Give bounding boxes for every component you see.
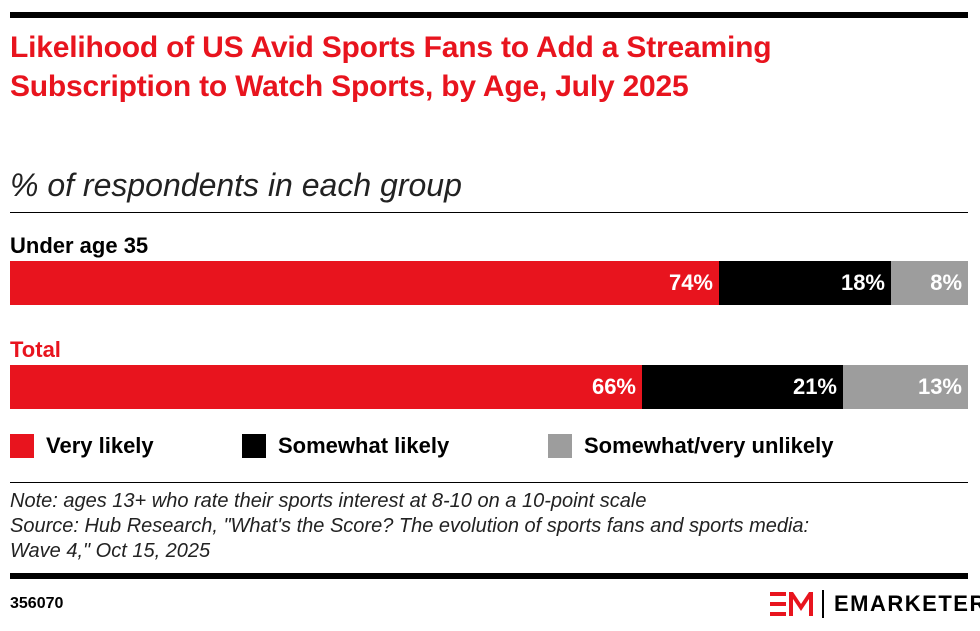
source-text-line2: Wave 4," Oct 15, 2025 (10, 540, 211, 562)
source-text-line1: Source: Hub Research, "What's the Score?… (10, 515, 810, 537)
data-label: 13% (917, 374, 962, 399)
chart-subtitle: % of respondents in each group (10, 167, 462, 203)
bar-segment: 21% (642, 365, 843, 409)
category-label: Total (10, 337, 61, 362)
logo-divider (822, 590, 824, 618)
category-label: Under age 35 (10, 233, 149, 258)
bar-segment: 18% (719, 261, 891, 305)
brand-name: EMARKETER (834, 591, 980, 616)
bar-segment: 66% (10, 365, 642, 409)
em-logo-icon (770, 592, 813, 616)
chart-title: Likelihood of US Avid Sports Fans to Add… (10, 31, 772, 103)
bottom-rule (10, 573, 968, 579)
data-label: 21% (792, 374, 837, 399)
legend-swatch (548, 434, 572, 458)
legend-label: Somewhat likely (278, 433, 450, 458)
data-label: 8% (930, 270, 962, 295)
bar-row: 74% 18% 8% (10, 261, 968, 305)
data-label: 66% (591, 374, 636, 399)
data-label: 18% (840, 270, 885, 295)
note-text: Note: ages 13+ who rate their sports int… (10, 490, 647, 512)
top-rule (10, 12, 968, 18)
bar-segment: 74% (10, 261, 719, 305)
bar-segment: 8% (891, 261, 968, 305)
legend-swatch (242, 434, 266, 458)
bar-row: 66% 21% 13% (10, 365, 968, 409)
legend-label: Somewhat/very unlikely (584, 433, 834, 458)
emarketer-logo: EMARKETER (770, 588, 980, 620)
header-divider (10, 212, 968, 213)
chart-id: 356070 (10, 595, 64, 612)
legend-label: Very likely (46, 433, 154, 458)
data-label: 74% (668, 270, 713, 295)
legend-swatch (10, 434, 34, 458)
bar-segment: 13% (843, 365, 968, 409)
footer-divider (10, 482, 968, 483)
notes: Note: ages 13+ who rate their sports int… (10, 489, 960, 564)
